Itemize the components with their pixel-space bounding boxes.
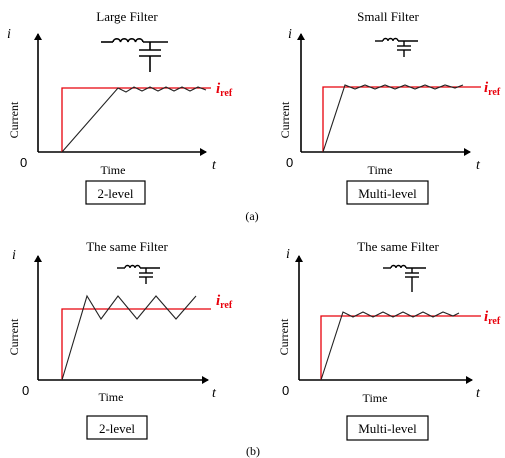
panel-multilevel-small-filter: Small Filter i 0 t Current Time iref Mul… <box>278 9 501 204</box>
y-axis-symbol: i <box>7 27 11 42</box>
origin-label: 0 <box>20 155 27 170</box>
panel-multilevel-same-filter: The same Filter i 0 t Current Time iref … <box>277 239 501 440</box>
response-current <box>321 312 459 380</box>
filter-icon-small <box>375 39 418 58</box>
y-axis-symbol: i <box>286 247 290 262</box>
reference-label: iref <box>484 309 501 327</box>
filter-icon-large <box>101 39 168 72</box>
origin-label: 0 <box>286 155 293 170</box>
reference-current <box>321 316 481 380</box>
x-axis-symbol: t <box>212 386 217 401</box>
panel-2level-same-filter: The same Filter i 0 t Current Time iref … <box>7 239 233 439</box>
topology-label: 2-level <box>97 186 133 201</box>
y-axis-symbol: i <box>12 248 16 263</box>
topology-label: Multi-level <box>358 186 417 201</box>
caption-b: (b) <box>246 444 260 458</box>
reference-current <box>62 88 211 152</box>
filter-title: The same Filter <box>357 239 439 254</box>
x-axis-symbol: t <box>476 386 481 401</box>
reference-label: iref <box>216 293 233 311</box>
origin-label: 0 <box>282 383 289 398</box>
origin-label: 0 <box>22 383 29 398</box>
caption-a: (a) <box>245 209 258 223</box>
x-axis-label: Time <box>99 390 124 404</box>
x-axis-label: Time <box>363 391 388 405</box>
filter-title: Large Filter <box>96 9 158 24</box>
x-axis-symbol: t <box>212 158 217 173</box>
response-current <box>323 85 463 152</box>
x-axis-label: Time <box>101 163 126 177</box>
y-axis-label: Current <box>7 101 21 138</box>
y-axis-label: Current <box>7 318 21 355</box>
x-axis-label: Time <box>368 163 393 177</box>
panel-2level-large-filter: Large Filter i 0 t Current Time iref 2-l… <box>7 9 233 204</box>
x-axis-symbol: t <box>476 158 481 173</box>
filter-title: Small Filter <box>357 9 419 24</box>
reference-label: iref <box>484 80 501 98</box>
filter-icon-small <box>117 266 160 285</box>
y-axis-symbol: i <box>288 27 292 42</box>
y-axis-label: Current <box>278 101 292 138</box>
filter-title: The same Filter <box>86 239 168 254</box>
topology-label: Multi-level <box>358 421 417 436</box>
y-axis-label: Current <box>277 318 291 355</box>
reference-label: iref <box>216 81 233 99</box>
filter-icon-small <box>383 266 426 293</box>
topology-label: 2-level <box>99 421 135 436</box>
reference-current <box>62 309 211 380</box>
reference-current <box>323 87 481 152</box>
response-current <box>62 87 206 152</box>
